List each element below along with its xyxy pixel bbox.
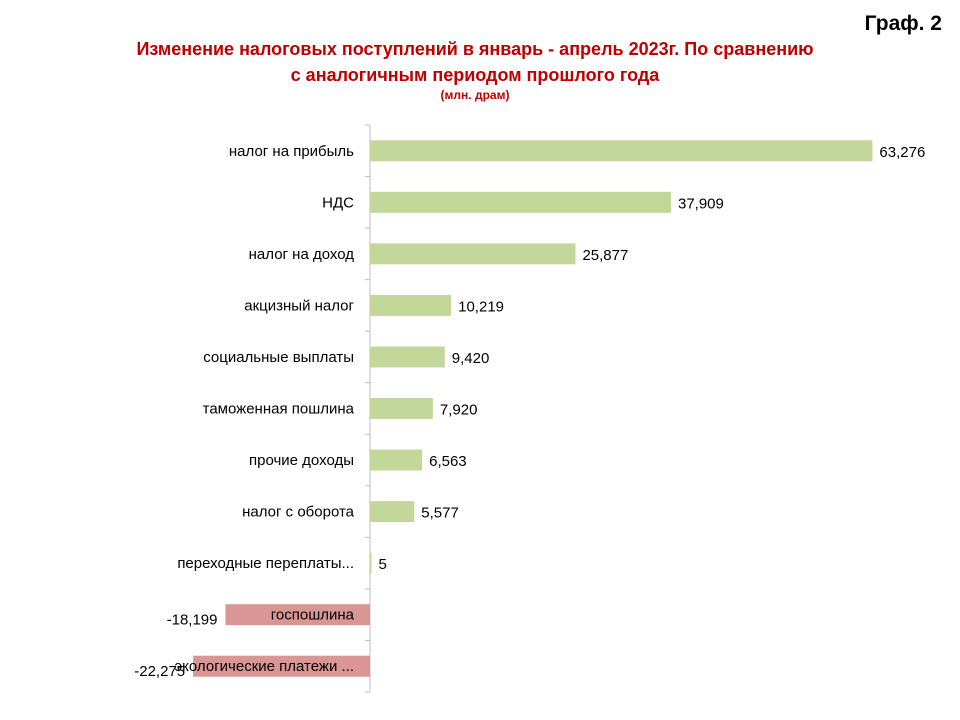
category-label: экологические платежи ... (175, 658, 354, 675)
data-label: 5 (379, 556, 387, 573)
category-label: социальные выплаты (203, 349, 354, 366)
bar (370, 294, 452, 316)
data-label: 37,909 (678, 195, 724, 212)
bar (370, 501, 415, 523)
bar (193, 655, 370, 677)
chart-subtitle: (млн. драм) (440, 88, 510, 102)
bar (370, 140, 873, 162)
bar (370, 243, 576, 265)
chart-title: Изменение налоговых поступлений в январь… (60, 36, 890, 88)
bar (370, 552, 372, 574)
category-label: налог на доход (249, 246, 355, 263)
category-label: таможенная пошлина (203, 401, 355, 418)
category-label: налог с оборота (242, 504, 355, 521)
bar (225, 604, 370, 626)
data-label: 25,877 (582, 247, 628, 264)
data-label: 6,563 (429, 453, 467, 470)
category-label: госпошлина (271, 607, 355, 624)
data-label: 5,577 (421, 505, 459, 522)
category-label: прочие доходы (249, 452, 354, 469)
data-label: -18,199 (167, 612, 218, 629)
data-label: -22,275 (134, 663, 185, 680)
category-label: переходные переплаты... (177, 555, 354, 572)
data-label: 7,920 (440, 402, 478, 419)
data-label: 9,420 (452, 350, 490, 367)
category-label: налог на прибыль (229, 143, 354, 160)
bar (370, 449, 423, 471)
chart-number-label: Граф. 2 (864, 12, 942, 35)
bar (370, 398, 433, 419)
data-label: 63,276 (879, 144, 925, 161)
bar (370, 191, 671, 213)
data-label: 10,219 (458, 298, 504, 315)
category-label: акцизный налог (244, 297, 354, 314)
chart-title-line-1: Изменение налоговых поступлений в январь… (136, 39, 814, 59)
bar (370, 346, 445, 368)
chart-title-line-2: с аналогичным периодом прошлого года (290, 65, 660, 85)
category-label: НДС (322, 194, 354, 211)
